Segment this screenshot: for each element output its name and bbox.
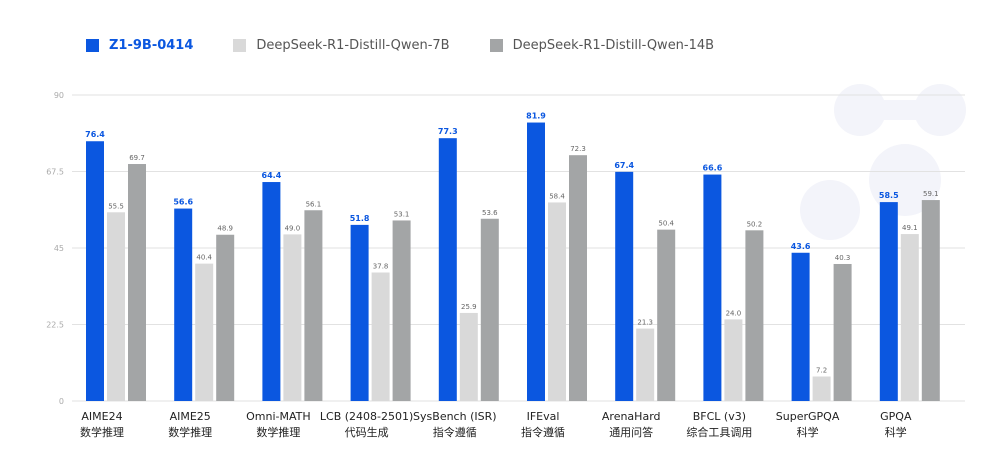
data-label: 72.3 [570,145,586,153]
bar [480,218,499,401]
bar [107,212,125,401]
data-label: 55.5 [108,202,124,210]
data-label: 50.4 [658,220,674,228]
bar [879,202,898,401]
data-label: 81.9 [526,112,546,121]
x-tick-sublabel: 数学推理 [256,425,300,439]
bar [128,164,146,401]
x-tick-label: Omni-MATH [246,410,311,423]
bar [371,272,390,401]
x-tick-label: LCB (2408-2501) [320,410,413,423]
data-label: 51.8 [350,214,370,223]
data-label: 69.7 [129,154,145,162]
data-label: 24.0 [726,309,742,317]
legend-item: DeepSeek-R1-Distill-Qwen-14B [489,38,715,53]
x-tick-sublabel: 科学 [885,425,907,439]
data-label: 21.3 [637,319,653,327]
x-tick-sublabel: 综合工具调用 [686,425,752,439]
bar [304,210,323,401]
data-label: 48.9 [217,225,233,233]
bar [350,224,369,401]
bar [724,319,743,401]
legend-swatch [233,39,247,52]
legend-label: DeepSeek-R1-Distill-Qwen-7B [256,38,450,53]
x-tick-sublabel: 通用问答 [609,425,653,439]
bar [636,328,655,401]
y-tick-label: 90 [54,91,64,100]
x-tick-label: ArenaHard [602,410,661,423]
x-tick-sublabel: 科学 [797,425,819,439]
data-label: 59.1 [923,190,939,198]
bar [459,312,478,401]
x-tick-label: BFCL (v3) [693,410,746,423]
bar [657,229,676,401]
bar [745,230,764,401]
background-logo [800,84,966,240]
bar [791,252,810,401]
data-label: 49.0 [285,224,301,232]
data-label: 49.1 [902,224,918,232]
data-label: 64.4 [262,171,282,180]
bar [921,200,940,401]
bar [900,234,919,401]
y-tick-label: 45 [54,244,64,253]
x-tick-label: AIME24 [81,410,122,423]
data-label: 43.6 [791,242,811,251]
data-label: 56.1 [306,200,322,208]
legend-swatch [86,39,99,52]
y-tick-label: 67.5 [46,168,64,177]
data-label: 37.8 [373,262,389,270]
data-label: 66.6 [703,164,723,173]
x-tick-label: AIME25 [170,410,211,423]
bar [283,234,302,401]
data-label: 58.5 [879,191,899,200]
x-tick-sublabel: 代码生成 [345,425,389,439]
x-tick-label: SuperGPQA [776,410,840,423]
x-tick-sublabel: 数学推理 [168,425,212,439]
data-label: 58.4 [549,192,565,200]
legend-swatch [489,39,503,52]
bar [262,182,281,401]
y-tick-label: 0 [59,397,64,406]
data-label: 7.2 [816,367,827,375]
data-label: 67.4 [614,161,634,170]
bar [527,122,545,401]
bar [392,220,411,401]
legend: Z1-9B-0414 DeepSeek-R1-Distill-Qwen-7B Dee… [86,38,754,53]
data-label: 40.3 [835,254,851,262]
y-tick-label: 22.5 [46,321,64,330]
bar [548,202,566,401]
x-tick-sublabel: 数学推理 [80,425,124,439]
x-tick-sublabel: 指令遵循 [433,425,477,439]
bar [195,263,214,401]
data-label: 40.4 [196,254,212,262]
x-tick-label: GPQA [880,410,912,423]
bar [438,138,457,401]
data-label: 25.9 [461,303,477,311]
data-label: 77.3 [438,127,458,136]
legend-label: Z1-9B-0414 [109,38,194,53]
bar [174,208,193,401]
x-tick-label: SysBench (ISR) [413,410,496,423]
bar [615,171,634,401]
bar [703,174,722,401]
x-tick-sublabel: 指令遵循 [521,425,565,439]
x-tick-label: IFEval [527,410,560,423]
bar [216,234,235,401]
data-label: 53.1 [394,210,410,218]
legend-label: DeepSeek-R1-Distill-Qwen-14B [512,38,715,53]
legend-item: Z1-9B-0414 [86,38,193,53]
bar [569,155,587,401]
bar [86,141,104,402]
data-label: 56.6 [173,198,193,207]
legend-item: DeepSeek-R1-Distill-Qwen-7B [233,38,450,53]
bar [812,376,831,401]
data-label: 76.4 [85,130,105,139]
data-label: 53.6 [482,209,498,217]
bar [833,263,852,401]
data-label: 50.2 [747,220,763,228]
